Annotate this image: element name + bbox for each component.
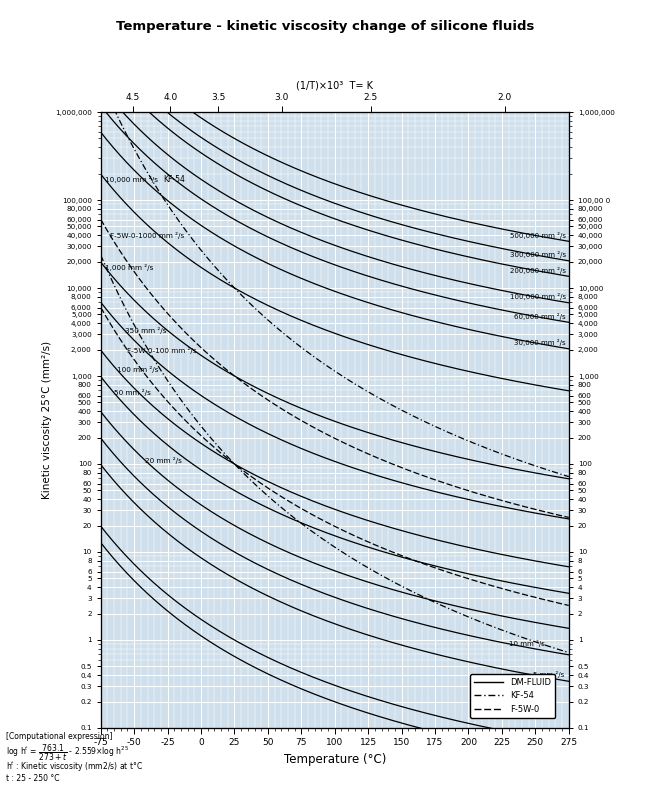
Text: 30,000 mm ²/s: 30,000 mm ²/s xyxy=(514,339,566,346)
Text: 300,000 mm ²/s: 300,000 mm ²/s xyxy=(510,251,566,258)
Text: h$^t$ : Kinetic viscosity (mm2/s) at t°C: h$^t$ : Kinetic viscosity (mm2/s) at t°C xyxy=(6,760,144,774)
Text: 20 mm ²/s: 20 mm ²/s xyxy=(145,457,182,464)
X-axis label: Temperature (°C): Temperature (°C) xyxy=(283,753,386,766)
Text: KF-54: KF-54 xyxy=(164,175,185,184)
Text: 10,000 mm ²/s: 10,000 mm ²/s xyxy=(105,176,158,182)
Y-axis label: Kinetic viscosity 25°C (mm²/s): Kinetic viscosity 25°C (mm²/s) xyxy=(42,341,52,499)
Text: F-5W-0-100 mm ²/s: F-5W-0-100 mm ²/s xyxy=(127,346,197,354)
Text: Temperature - kinetic viscosity change of silicone fluids: Temperature - kinetic viscosity change o… xyxy=(116,20,534,33)
Text: 10 mm ²/s: 10 mm ²/s xyxy=(508,640,545,647)
Text: 5 mm ²/s: 5 mm ²/s xyxy=(532,671,564,678)
Text: log h$^t$ = $\dfrac{763.1}{273+t}$ - 2.559$\times$log h$^{25}$: log h$^t$ = $\dfrac{763.1}{273+t}$ - 2.5… xyxy=(6,742,129,762)
Text: 500,000 mm ²/s: 500,000 mm ²/s xyxy=(510,232,566,239)
Text: 60,000 mm ²/s: 60,000 mm ²/s xyxy=(514,313,566,320)
Legend: DM-FLUID, KF-54, F-5W-0: DM-FLUID, KF-54, F-5W-0 xyxy=(470,674,555,718)
Text: 100,000 mm ²/s: 100,000 mm ²/s xyxy=(510,294,566,301)
Text: 350 mm ²/s: 350 mm ²/s xyxy=(125,327,166,334)
Text: 50 mm ²/s: 50 mm ²/s xyxy=(114,390,151,397)
Text: t : 25 - 250 °C: t : 25 - 250 °C xyxy=(6,774,60,783)
Text: 1,000 mm ²/s: 1,000 mm ²/s xyxy=(105,264,153,270)
Text: [Computational expression]: [Computational expression] xyxy=(6,732,113,741)
Text: F-5W-0-1000 mm ²/s: F-5W-0-1000 mm ²/s xyxy=(110,232,185,239)
X-axis label: (1/T)×10³  T= K: (1/T)×10³ T= K xyxy=(296,81,373,90)
Text: 200,000 mm ²/s: 200,000 mm ²/s xyxy=(510,267,566,274)
Text: 100 mm ²/s: 100 mm ²/s xyxy=(117,366,159,373)
